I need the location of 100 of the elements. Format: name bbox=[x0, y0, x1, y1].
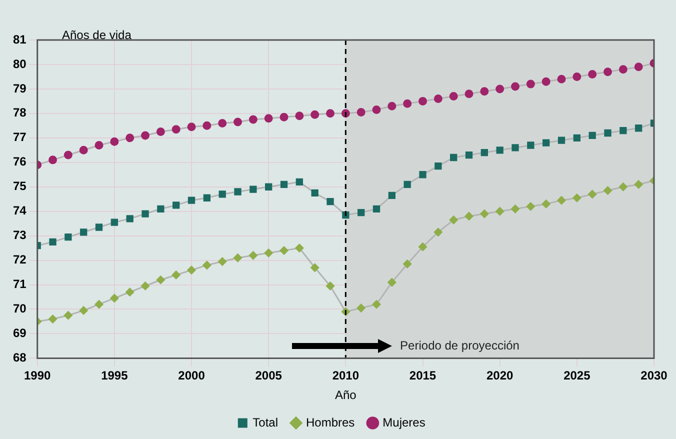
point bbox=[188, 196, 196, 204]
point bbox=[172, 202, 180, 209]
point bbox=[480, 210, 489, 218]
point bbox=[234, 254, 242, 262]
point bbox=[434, 162, 442, 170]
point bbox=[311, 189, 318, 197]
point bbox=[464, 90, 474, 98]
point bbox=[588, 190, 597, 198]
point bbox=[295, 244, 304, 252]
point bbox=[126, 215, 134, 222]
point bbox=[356, 108, 366, 116]
point bbox=[465, 151, 473, 159]
point bbox=[450, 154, 458, 162]
point bbox=[557, 74, 566, 84]
point bbox=[388, 102, 396, 110]
point bbox=[156, 276, 165, 284]
point bbox=[434, 228, 442, 236]
legend-label: Mujeres bbox=[382, 415, 426, 430]
point bbox=[326, 198, 334, 206]
point bbox=[496, 84, 504, 94]
point bbox=[480, 149, 488, 156]
point bbox=[604, 129, 612, 137]
point bbox=[418, 242, 428, 252]
point bbox=[358, 208, 365, 216]
point bbox=[157, 205, 164, 212]
point bbox=[95, 224, 103, 231]
point bbox=[419, 171, 426, 178]
point bbox=[94, 300, 104, 309]
point bbox=[141, 282, 150, 290]
point bbox=[372, 106, 381, 114]
point bbox=[588, 132, 596, 140]
x-tick-label: 2010 bbox=[332, 368, 360, 383]
y-tick-label: 75 bbox=[12, 179, 27, 194]
point bbox=[126, 134, 134, 142]
point bbox=[172, 125, 180, 134]
point bbox=[511, 204, 520, 214]
point bbox=[126, 288, 134, 296]
point bbox=[187, 266, 196, 274]
point bbox=[280, 112, 288, 122]
point bbox=[310, 110, 320, 119]
point bbox=[480, 87, 489, 96]
legend-label: Total bbox=[252, 415, 278, 430]
point bbox=[512, 144, 519, 152]
y-tick-label: 77 bbox=[12, 130, 27, 144]
point bbox=[218, 118, 227, 128]
point bbox=[635, 124, 642, 132]
point bbox=[172, 270, 180, 280]
point bbox=[142, 210, 149, 218]
point bbox=[218, 190, 226, 198]
x-tick-label: 2025 bbox=[564, 368, 591, 383]
point bbox=[64, 311, 72, 320]
point bbox=[326, 109, 335, 118]
point bbox=[526, 80, 535, 88]
point bbox=[449, 92, 458, 101]
point bbox=[310, 263, 320, 272]
point bbox=[418, 96, 428, 106]
point bbox=[264, 114, 273, 123]
point bbox=[604, 186, 612, 195]
point bbox=[64, 233, 72, 241]
point bbox=[356, 304, 366, 312]
y-tick-label: 71 bbox=[12, 277, 27, 292]
point bbox=[542, 77, 550, 86]
point bbox=[79, 306, 88, 315]
x-tick-label: 2030 bbox=[640, 368, 668, 383]
y-tick-label: 69 bbox=[12, 326, 27, 340]
point bbox=[558, 136, 566, 144]
point bbox=[110, 218, 118, 226]
point bbox=[557, 196, 566, 205]
point bbox=[403, 99, 412, 108]
point bbox=[388, 278, 396, 287]
y-axis-title: Años de vida bbox=[62, 28, 132, 42]
point bbox=[141, 131, 150, 140]
point bbox=[572, 72, 582, 81]
y-tick-label: 79 bbox=[12, 81, 27, 96]
y-tick-label: 78 bbox=[12, 106, 27, 120]
point bbox=[110, 294, 119, 302]
point bbox=[202, 121, 212, 130]
x-tick-label: 1995 bbox=[101, 368, 128, 383]
point bbox=[110, 137, 119, 146]
point bbox=[496, 207, 504, 216]
point bbox=[203, 194, 211, 202]
y-tick-label: 73 bbox=[12, 228, 27, 242]
y-tick-label: 72 bbox=[12, 252, 27, 267]
y-tick-label: 70 bbox=[12, 302, 27, 316]
point bbox=[202, 260, 212, 270]
point bbox=[496, 146, 504, 154]
point bbox=[372, 300, 381, 309]
point bbox=[634, 180, 643, 189]
y-tick-label: 74 bbox=[12, 204, 27, 218]
point bbox=[264, 248, 273, 258]
point bbox=[372, 205, 380, 212]
x-tick-label: 2000 bbox=[178, 368, 206, 383]
y-tick-label: 81 bbox=[12, 32, 27, 46]
point bbox=[388, 192, 396, 200]
point bbox=[64, 150, 72, 160]
point bbox=[48, 156, 58, 164]
point bbox=[248, 251, 258, 260]
point bbox=[526, 202, 535, 211]
point bbox=[265, 183, 272, 190]
point bbox=[234, 188, 242, 196]
